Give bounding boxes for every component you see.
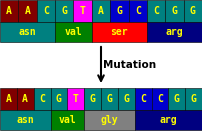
- Text: G: G: [56, 94, 62, 104]
- Text: G: G: [90, 94, 96, 104]
- Bar: [0, 0, 18, 22]
- Text: G: G: [123, 94, 129, 104]
- Bar: [147, 0, 165, 22]
- Bar: [74, 0, 92, 22]
- Text: A: A: [5, 94, 11, 104]
- Bar: [67, 88, 84, 110]
- Text: C: C: [43, 6, 49, 16]
- Bar: [84, 110, 135, 130]
- Bar: [50, 88, 67, 110]
- Bar: [37, 0, 55, 22]
- Bar: [152, 88, 168, 110]
- Text: val: val: [65, 27, 82, 37]
- Text: G: G: [191, 94, 197, 104]
- Text: A: A: [98, 6, 104, 16]
- Text: Mutation: Mutation: [103, 60, 156, 70]
- Bar: [84, 88, 101, 110]
- Bar: [110, 0, 128, 22]
- Bar: [168, 88, 185, 110]
- Text: ser: ser: [110, 27, 128, 37]
- Text: A: A: [6, 6, 12, 16]
- Bar: [135, 88, 152, 110]
- Bar: [0, 88, 17, 110]
- Text: T: T: [80, 6, 86, 16]
- Text: asn: asn: [19, 27, 36, 37]
- Text: G: G: [106, 94, 112, 104]
- Bar: [55, 0, 74, 22]
- Bar: [18, 0, 37, 22]
- Bar: [165, 0, 184, 22]
- Text: arg: arg: [166, 27, 183, 37]
- Text: A: A: [25, 6, 31, 16]
- Text: T: T: [73, 94, 79, 104]
- Bar: [147, 22, 202, 42]
- Bar: [55, 22, 92, 42]
- Bar: [34, 88, 50, 110]
- Text: G: G: [171, 6, 177, 16]
- Text: C: C: [157, 94, 163, 104]
- Bar: [50, 110, 84, 130]
- Text: G: G: [116, 6, 122, 16]
- Bar: [128, 0, 147, 22]
- Bar: [92, 0, 110, 22]
- Bar: [17, 88, 34, 110]
- Text: gly: gly: [101, 115, 118, 125]
- Text: G: G: [174, 94, 180, 104]
- Text: arg: arg: [160, 115, 177, 125]
- Text: C: C: [140, 94, 146, 104]
- Text: C: C: [39, 94, 45, 104]
- Text: C: C: [153, 6, 159, 16]
- Bar: [184, 0, 202, 22]
- Bar: [101, 88, 118, 110]
- Bar: [118, 88, 135, 110]
- Text: A: A: [22, 94, 28, 104]
- Text: C: C: [135, 6, 141, 16]
- Text: G: G: [190, 6, 196, 16]
- Text: asn: asn: [16, 115, 34, 125]
- Bar: [0, 22, 55, 42]
- Bar: [0, 110, 50, 130]
- Text: val: val: [59, 115, 76, 125]
- Bar: [92, 22, 147, 42]
- Text: G: G: [61, 6, 67, 16]
- Bar: [135, 110, 202, 130]
- Bar: [185, 88, 202, 110]
